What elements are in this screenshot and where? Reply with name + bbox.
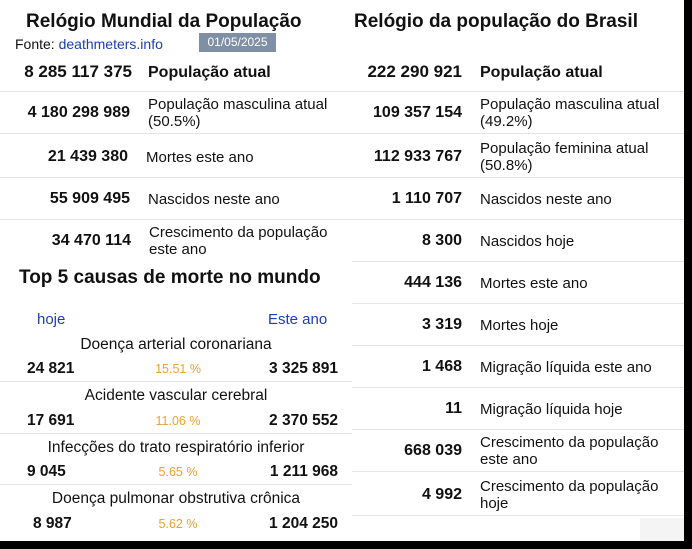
world-population-value: 8 285 117 375 xyxy=(24,62,132,81)
brazil-row: 444 136 Mortes este ano xyxy=(352,262,684,304)
brazil-label: Crescimento da população hoje xyxy=(480,478,659,512)
brazil-label: População masculina atual (49.2%) xyxy=(480,96,660,130)
brazil-value: 668 039 xyxy=(404,442,462,459)
cause-percent: 5.62 % xyxy=(158,517,198,531)
cause-name: Doença pulmonar obstrutiva crônica xyxy=(51,490,301,507)
brazil-value: 222 290 921 xyxy=(367,62,462,81)
world-deaths-value: 21 439 380 xyxy=(47,148,128,165)
world-row-deaths: 21 439 380 Mortes este ano xyxy=(0,136,352,178)
brazil-label: Migração líquida hoje xyxy=(480,400,623,418)
corner-strip xyxy=(640,518,684,541)
brazil-row: 1 110 707 Nascidos neste ano xyxy=(352,178,684,220)
world-population-label: População atual xyxy=(148,63,271,81)
cause-percent: 5.65 % xyxy=(158,465,198,479)
source-prefix: Fonte: xyxy=(15,36,55,52)
world-row-growth: 34 470 114 Crescimento da população este… xyxy=(0,220,352,262)
cause-year: 2 370 552 xyxy=(269,412,338,429)
cause-today: 9 045 xyxy=(27,463,66,480)
world-row-male: 4 180 298 989 População masculina atual … xyxy=(0,92,352,134)
brazil-value: 11 xyxy=(445,400,462,417)
cause-percent: 11.06 % xyxy=(155,414,201,428)
world-clock-title: Relógio Mundial da População xyxy=(26,11,302,32)
cause-year: 1 204 250 xyxy=(269,515,338,532)
cause-name: Acidente vascular cerebral xyxy=(84,387,268,404)
cause-name: Infecções do trato respiratório inferior xyxy=(47,439,305,456)
date-badge: 01/05/2025 xyxy=(199,33,276,52)
cause-row: 24 821 15.51 % 3 325 891 xyxy=(0,358,352,382)
brazil-label: População atual xyxy=(480,63,603,81)
brazil-value: 1 468 xyxy=(421,358,462,375)
brazil-label: Mortes hoje xyxy=(480,316,559,334)
world-births-label: Nascidos neste ano xyxy=(148,190,280,208)
brazil-row: 11 Migração líquida hoje xyxy=(352,388,684,430)
brazil-label: Mortes este ano xyxy=(480,274,588,292)
cause-today: 24 821 xyxy=(27,360,75,377)
causes-title: Top 5 causas de morte no mundo xyxy=(19,267,321,288)
brazil-label: Nascidos hoje xyxy=(480,232,575,250)
brazil-label: Migração líquida este ano xyxy=(480,358,652,376)
world-row-births: 55 909 495 Nascidos neste ano xyxy=(0,178,352,220)
brazil-row: 668 039 Crescimento da população este an… xyxy=(352,430,684,472)
brazil-value: 444 136 xyxy=(404,274,462,291)
world-row-population: 8 285 117 375 População atual xyxy=(0,52,352,92)
world-growth-value: 34 470 114 xyxy=(51,232,131,249)
cause-today: 8 987 xyxy=(33,515,72,532)
brazil-value: 112 933 767 xyxy=(373,148,462,165)
brazil-row: 4 992 Crescimento da população hoje xyxy=(352,474,684,516)
cause-percent: 15.51 % xyxy=(155,362,201,376)
brazil-value: 8 300 xyxy=(421,232,462,249)
cause-year: 1 211 968 xyxy=(269,463,338,480)
causes-col-year: Este ano xyxy=(268,311,328,328)
brazil-row: 112 933 767 População feminina atual (50… xyxy=(352,136,684,178)
world-male-value: 4 180 298 989 xyxy=(27,104,130,121)
brazil-row: 222 290 921 População atual xyxy=(352,52,684,92)
brazil-value: 1 110 707 xyxy=(391,190,462,207)
cause-row: 9 045 5.65 % 1 211 968 xyxy=(0,461,352,485)
world-male-label: População masculina atual (50.5%) xyxy=(148,96,328,130)
world-deaths-label: Mortes este ano xyxy=(146,148,254,166)
brazil-row: 1 468 Migração líquida este ano xyxy=(352,346,684,388)
brazil-label: Crescimento da população este ano xyxy=(480,434,659,468)
cause-row: 17 691 11.06 % 2 370 552 xyxy=(0,410,352,434)
brazil-value: 3 319 xyxy=(421,316,462,333)
cause-today: 17 691 xyxy=(27,412,75,429)
cause-row: 8 987 5.62 % 1 204 250 xyxy=(0,513,352,537)
brazil-label: População feminina atual (50.8%) xyxy=(480,140,649,174)
brazil-row: 109 357 154 População masculina atual (4… xyxy=(352,92,684,134)
source-link[interactable]: deathmeters.info xyxy=(58,36,163,52)
brazil-row: 3 319 Mortes hoje xyxy=(352,304,684,346)
cause-name: Doença arterial coronariana xyxy=(80,336,272,353)
brazil-value: 109 357 154 xyxy=(373,104,462,121)
causes-col-today: hoje xyxy=(37,311,66,328)
brazil-label: Nascidos neste ano xyxy=(480,190,612,208)
brazil-clock-title: Relógio da população do Brasil xyxy=(354,11,638,32)
world-growth-label: Crescimento da população este ano xyxy=(149,224,328,258)
world-births-value: 55 909 495 xyxy=(49,190,130,207)
source-line: Fonte: deathmeters.info xyxy=(15,36,163,52)
brazil-value: 4 992 xyxy=(421,486,462,503)
brazil-row: 8 300 Nascidos hoje xyxy=(352,220,684,262)
cause-year: 3 325 891 xyxy=(269,360,338,377)
